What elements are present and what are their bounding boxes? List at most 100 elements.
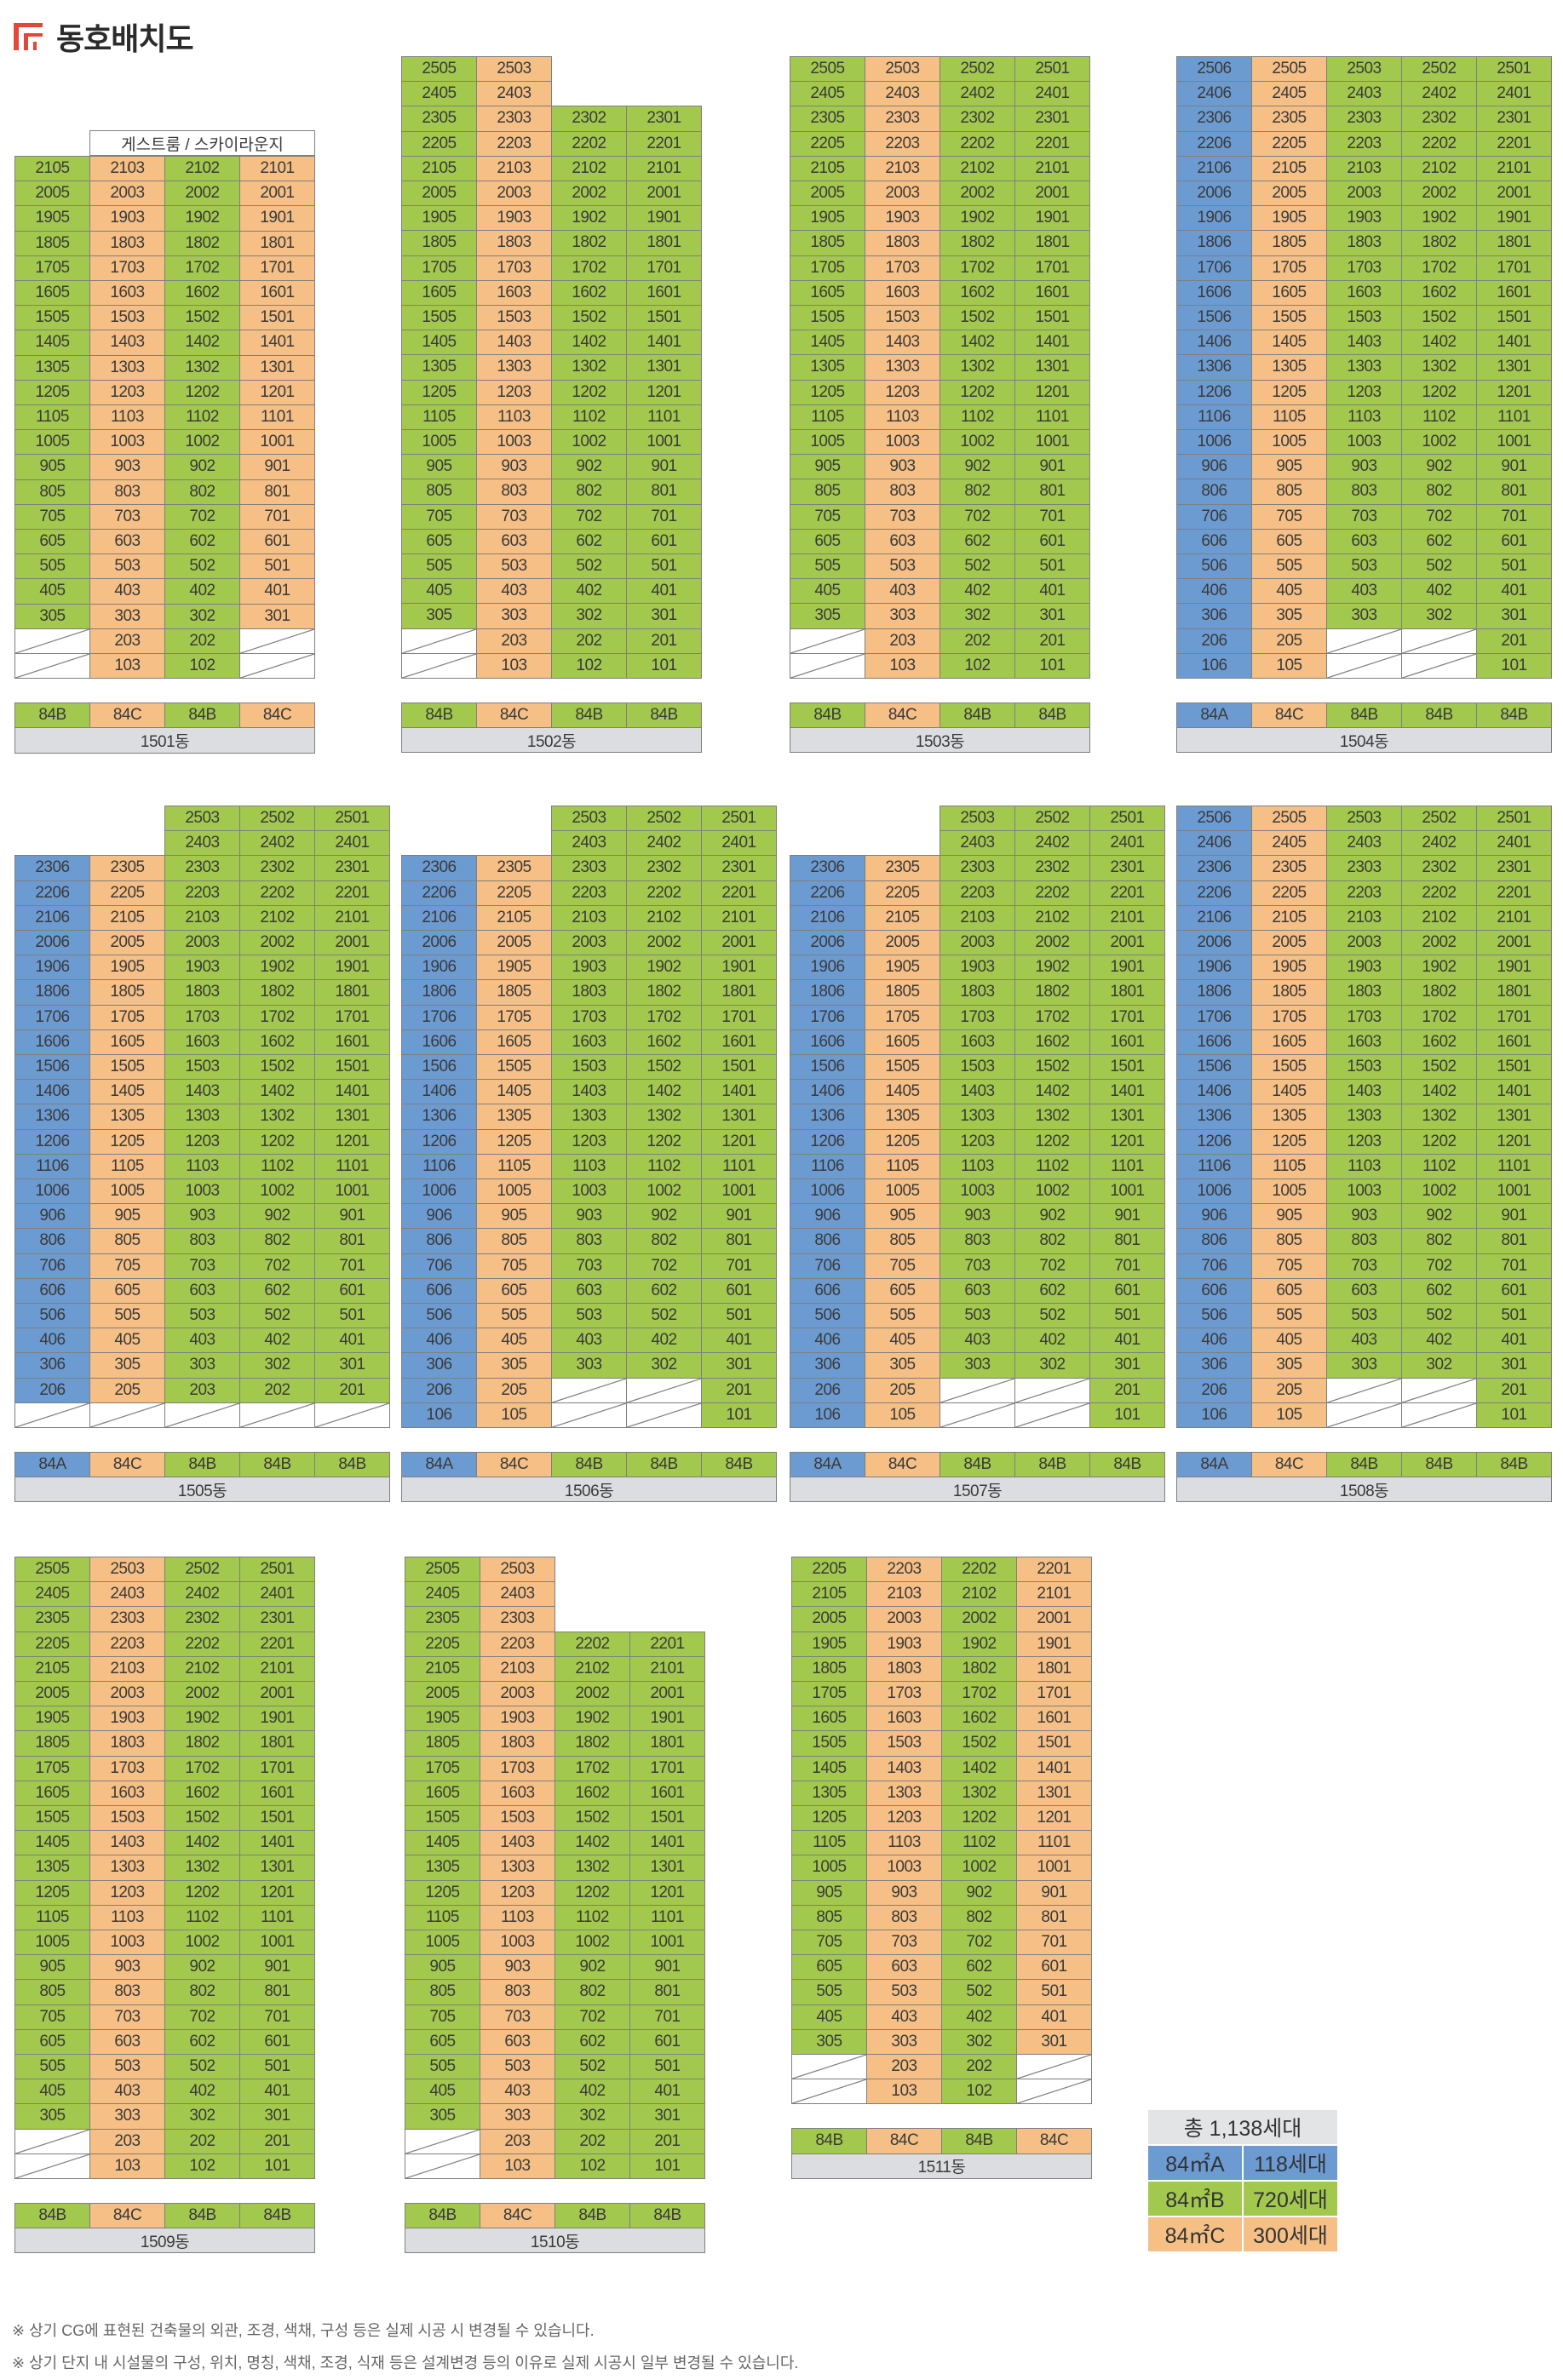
unit-cell: 2302: [1401, 855, 1477, 881]
unit-cell: 1006: [401, 1179, 477, 1205]
unit-cell: 2106: [790, 904, 865, 931]
unit-cell: 501: [239, 2054, 315, 2080]
unit-cell: 1405: [14, 1830, 90, 1856]
unit-cell: 1803: [1326, 230, 1402, 256]
unit-cell: 1202: [555, 1879, 630, 1906]
unit-cell: 1905: [790, 205, 865, 232]
unit-cell: 2006: [401, 930, 477, 956]
unit-cell: 1602: [1401, 279, 1477, 306]
unit-cell: 1303: [89, 354, 165, 381]
unit-cell: 401: [1016, 2004, 1092, 2030]
unit-cell: 1302: [551, 354, 627, 381]
unit-cell: 403: [164, 1328, 240, 1354]
unit-cell: 1403: [164, 1079, 240, 1105]
empty-unit-cell: [790, 652, 865, 679]
unit-cell: 401: [1476, 578, 1552, 605]
unit-cell: 301: [1476, 603, 1552, 629]
unit-cell: 305: [401, 603, 477, 629]
unit-cell: 605: [405, 2028, 480, 2055]
unit-cell: 801: [1476, 479, 1552, 505]
unit-type-cell: 84B: [1326, 703, 1402, 729]
unit-cell: 2503: [476, 56, 552, 83]
unit-cell: 501: [1089, 1303, 1165, 1329]
unit-cell: 1103: [89, 404, 165, 431]
unit-cell: 1103: [940, 1153, 1015, 1179]
unit-type-cell: 84B: [791, 2128, 867, 2154]
unit-cell: 1505: [791, 1730, 867, 1757]
unit-cell: 405: [405, 2079, 480, 2105]
unit-cell: 805: [791, 1904, 867, 1930]
unit-cell: 401: [1476, 1328, 1552, 1354]
unit-cell: 1306: [401, 1104, 477, 1130]
unit-cell: 201: [629, 2128, 705, 2154]
unit-cell: 705: [401, 503, 477, 530]
unit-cell: 1006: [1176, 1179, 1252, 1205]
unit-cell: 1802: [555, 1730, 630, 1757]
unit-cell: 105: [1251, 652, 1327, 679]
unit-cell: 1005: [14, 429, 90, 456]
unit-cell: 1302: [941, 1780, 1017, 1806]
unit-cell: 1702: [1401, 255, 1477, 281]
unit-cell: 1801: [239, 1730, 315, 1757]
unit-cell: 2306: [790, 855, 865, 881]
unit-cell: 106: [1176, 652, 1252, 679]
unit-cell: 301: [626, 603, 702, 629]
empty-unit-cell: [791, 2079, 867, 2105]
unit-cell: 505: [1251, 553, 1327, 580]
unit-cell: 1405: [865, 1079, 940, 1105]
unit-cell: 2301: [239, 1606, 315, 1632]
unit-cell: 802: [1401, 479, 1477, 505]
unit-cell: 601: [1476, 528, 1552, 554]
unit-cell: 1402: [1014, 1079, 1090, 1105]
unit-cell: 1602: [239, 1029, 315, 1055]
unit-cell: 2501: [1089, 806, 1165, 832]
unit-cell: 2502: [1401, 806, 1477, 832]
empty-unit-cell: [1326, 628, 1402, 654]
unit-cell: 903: [89, 1954, 165, 1981]
unit-cell: 2205: [1251, 880, 1327, 906]
unit-cell: 2306: [1176, 855, 1252, 881]
unit-cell: 505: [791, 1979, 867, 2005]
unit-cell: 1303: [476, 354, 552, 381]
unit-cell: 2203: [551, 880, 627, 906]
unit-cell: 1003: [476, 429, 552, 456]
unit-cell: 1901: [1014, 205, 1090, 232]
unit-cell: 2003: [480, 1681, 555, 1707]
unit-cell: 1305: [1251, 1104, 1327, 1130]
empty-unit-cell: [14, 653, 90, 680]
unit-type-cell: 84B: [626, 703, 702, 729]
unit-cell: 2001: [1476, 930, 1552, 956]
unit-cell: 2506: [1176, 806, 1252, 832]
unit-cell: 1101: [1089, 1153, 1165, 1179]
unit-cell: 2302: [626, 855, 702, 881]
unit-cell: 102: [941, 2079, 1017, 2105]
unit-cell: 202: [164, 628, 240, 654]
unit-type-cell: 84B: [401, 703, 477, 729]
unit-cell: 706: [790, 1253, 865, 1279]
unit-cell: 1601: [314, 1029, 390, 1055]
unit-cell: 2001: [701, 930, 777, 956]
unit-cell: 506: [401, 1303, 477, 1329]
unit-cell: 1902: [941, 1631, 1017, 1657]
unit-cell: 703: [476, 503, 552, 530]
unit-cell: 902: [239, 1203, 315, 1230]
unit-cell: 602: [626, 1277, 702, 1304]
unit-cell: 102: [940, 652, 1015, 679]
unit-cell: 2305: [401, 106, 477, 132]
unit-cell: 2003: [476, 181, 552, 207]
unit-cell: 2105: [14, 1655, 90, 1682]
unit-cell: 1605: [14, 1780, 90, 1806]
unit-cell: 1303: [89, 1855, 165, 1881]
unit-cell: 1202: [239, 1128, 315, 1155]
unit-cell: 1503: [551, 1054, 627, 1081]
unit-cell: 903: [480, 1954, 555, 1981]
unit-cell: 905: [14, 454, 90, 480]
unit-cell: 502: [164, 553, 240, 580]
unit-cell: 2202: [941, 1557, 1017, 1583]
unit-cell: 1402: [164, 330, 240, 356]
unit-cell: 305: [14, 603, 90, 629]
unit-cell: 805: [1251, 1228, 1327, 1254]
legend-count-84a: 118세대: [1243, 2145, 1338, 2181]
unit-cell: 2102: [551, 155, 627, 181]
unit-cell: 1401: [1014, 330, 1090, 356]
